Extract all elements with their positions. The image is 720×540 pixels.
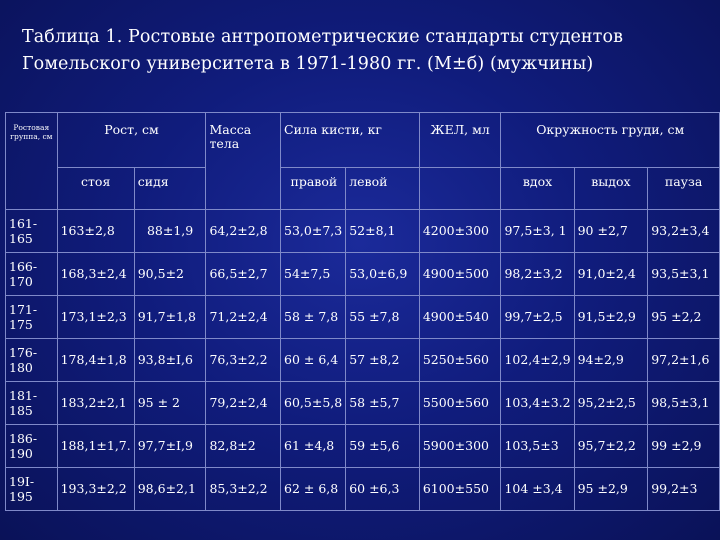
cell-pause: 93,5±3,1 [647,252,720,296]
cell-sitting: 91,7±1,8 [133,295,207,339]
header-group: Ростовая группа, см [5,112,58,210]
cell-pause: 95 ±2,2 [647,295,720,339]
cell-sitting: 88±1,9 [133,209,207,253]
cell-mass: 79,2±2,4 [205,381,282,425]
cell-right: 60,5±5,8 [280,381,347,425]
cell-group: 181-185 [5,381,58,425]
cell-sitting: 93,8±I,6 [133,338,207,382]
cell-sitting: 97,7±I,9 [133,424,207,468]
cell-vc: 6100±550 [418,467,502,511]
cell-right: 54±7,5 [280,252,347,296]
table-row: 161-165 163±2,8 88±1,9 64,2±2,8 53,0±7,3… [5,209,720,253]
header-vc: ЖЕЛ, мл [418,112,502,168]
cell-standing: 168,3±2,4 [56,252,135,296]
cell-inhale: 103,5±3 [500,424,575,468]
subheader-row: стоя сидя правой левой вдох выдох пауза [6,167,720,210]
cell-mass: 76,3±2,2 [205,338,282,382]
cell-left: 57 ±8,2 [345,338,420,382]
title-line-1: Таблица 1. Ростовые антропометрические с… [22,27,624,47]
cell-standing: 188,1±1,7. [56,424,135,468]
cell-mass: 66,5±2,7 [205,252,282,296]
cell-inhale: 102,4±2,9 [500,338,575,382]
cell-right: 60 ± 6,4 [280,338,347,382]
sub-right: правой [280,167,347,210]
cell-exhale: 95,7±2,2 [573,424,649,468]
cell-inhale: 98,2±3,2 [500,252,575,296]
sub-left: левой [345,167,420,210]
cell-exhale: 95,2±2,5 [573,381,649,425]
cell-left: 52±8,1 [345,209,420,253]
table-row: 166-170 168,3±2,4 90,5±2 66,5±2,7 54±7,5… [5,252,720,296]
cell-mass: 64,2±2,8 [205,209,282,253]
cell-inhale: 104 ±3,4 [500,467,575,511]
header-mass: Масса тела [205,112,282,210]
header-height: Рост, см [56,112,207,168]
cell-pause: 99 ±2,9 [647,424,720,468]
cell-standing: 178,4±1,8 [56,338,135,382]
table-row: 186-190 188,1±1,7. 97,7±I,9 82,8±2 61 ±4… [5,424,720,468]
cell-mass: 82,8±2 [205,424,282,468]
sub-standing: стоя [56,167,135,210]
cell-mass: 71,2±2,4 [205,295,282,339]
cell-standing: 183,2±2,1 [56,381,135,425]
cell-vc: 4900±500 [418,252,502,296]
cell-exhale: 95 ±2,9 [573,467,649,511]
cell-inhale: 97,5±3, 1 [500,209,575,253]
sub-vc-empty [418,167,502,210]
cell-left: 55 ±7,8 [345,295,420,339]
cell-exhale: 90 ±2,7 [573,209,649,253]
cell-sitting: 98,6±2,1 [133,467,207,511]
cell-right: 61 ±4,8 [280,424,347,468]
cell-inhale: 103,4±3.2 [500,381,575,425]
cell-pause: 93,2±3,4 [647,209,720,253]
cell-exhale: 91,5±2,9 [573,295,649,339]
cell-pause: 99,2±3 [647,467,720,511]
cell-exhale: 94±2,9 [573,338,649,382]
cell-left: 59 ±5,6 [345,424,420,468]
cell-right: 58 ± 7,8 [280,295,347,339]
cell-mass: 85,3±2,2 [205,467,282,511]
header-chest: Окружность груди, см [500,112,720,168]
cell-vc: 5250±560 [418,338,502,382]
sub-exhale: выдох [573,167,649,210]
cell-vc: 5900±300 [418,424,502,468]
sub-pause: пауза [647,167,720,210]
cell-left: 53,0±6,9 [345,252,420,296]
cell-group: 19I-195 [5,467,58,511]
cell-left: 60 ±6,3 [345,467,420,511]
cell-vc: 4200±300 [418,209,502,253]
cell-vc: 5500±560 [418,381,502,425]
cell-left: 58 ±5,7 [345,381,420,425]
cell-sitting: 90,5±2 [133,252,207,296]
cell-vc: 4900±540 [418,295,502,339]
cell-standing: 173,1±2,3 [56,295,135,339]
cell-standing: 163±2,8 [56,209,135,253]
table-row: 171-175 173,1±2,3 91,7±1,8 71,2±2,4 58 ±… [5,295,720,339]
sub-inhale: вдох [500,167,575,210]
cell-group: 186-190 [5,424,58,468]
sub-sitting: сидя [133,167,207,210]
cell-standing: 193,3±2,2 [56,467,135,511]
table-row: 19I-195 193,3±2,2 98,6±2,1 85,3±2,2 62 ±… [5,467,720,511]
header-row: Ростовая группа, см Рост, см Масса тела … [5,112,720,210]
cell-pause: 97,2±1,6 [647,338,720,382]
cell-inhale: 99,7±2,5 [500,295,575,339]
cell-group: 166-170 [5,252,58,296]
cell-group: 171-175 [5,295,58,339]
cell-right: 62 ± 6,8 [280,467,347,511]
cell-pause: 98,5±3,1 [647,381,720,425]
slide-title: Таблица 1. Ростовые антропометрические с… [22,24,702,78]
cell-group: 176-180 [5,338,58,382]
cell-group: 161-165 [5,209,58,253]
cell-right: 53,0±7,3 [280,209,347,253]
header-grip: Сила кисти, кг [280,112,420,168]
cell-exhale: 91,0±2,4 [573,252,649,296]
anthropometric-table: Ростовая группа, см Рост, см Масса тела … [5,112,720,511]
title-line-2: Гомельского университета в 1971-1980 гг.… [22,54,594,74]
cell-sitting: 95 ± 2 [133,381,207,425]
table-row: 181-185 183,2±2,1 95 ± 2 79,2±2,4 60,5±5… [5,381,720,425]
table-row: 176-180 178,4±1,8 93,8±I,6 76,3±2,2 60 ±… [5,338,720,382]
